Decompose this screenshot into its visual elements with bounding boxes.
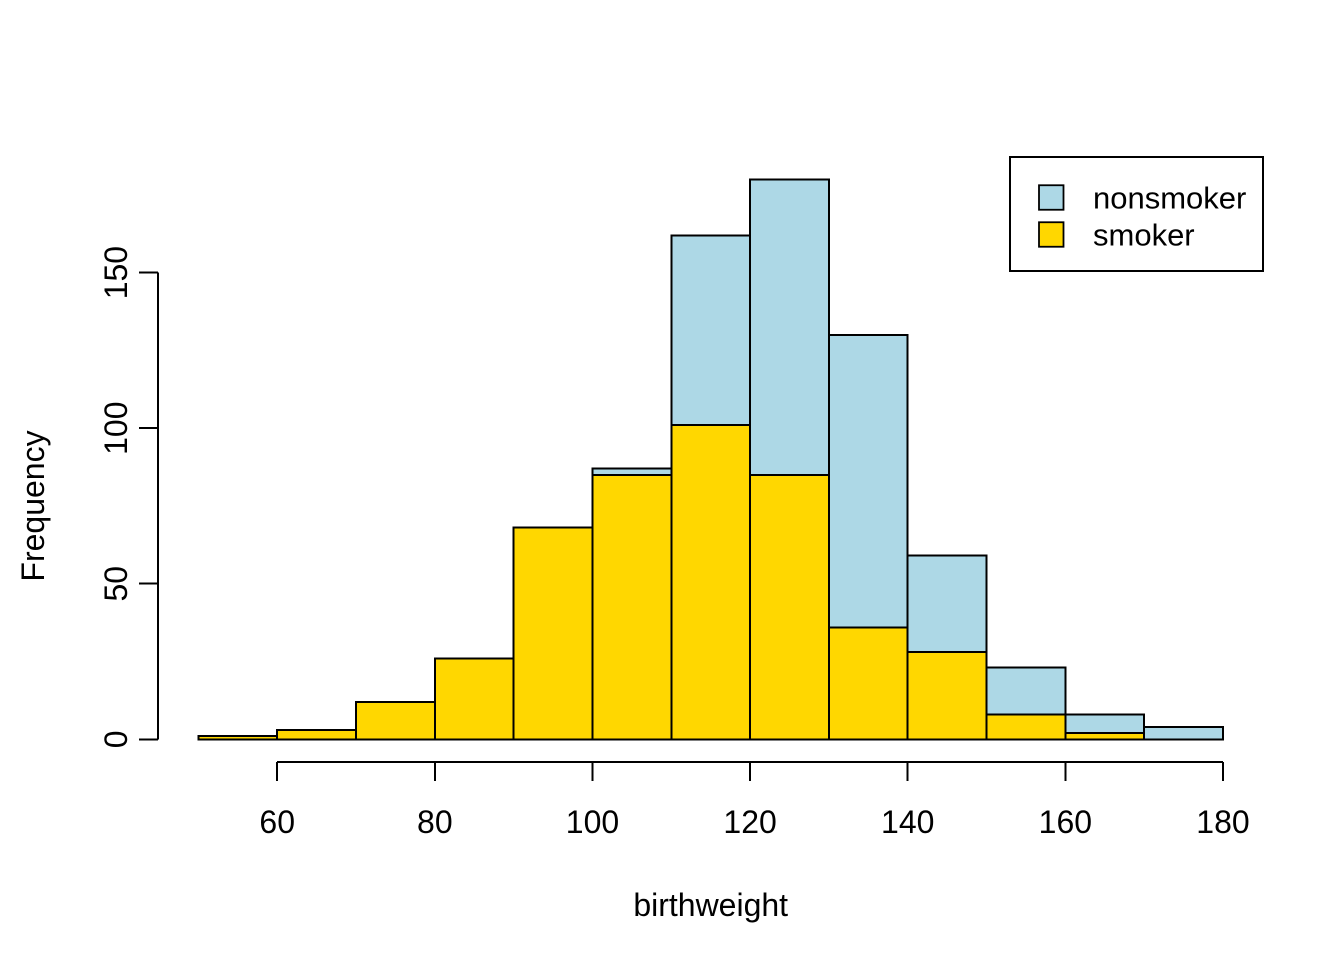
bar-smoker-110-120: [670, 424, 752, 741]
legend-label-smoker: smoker: [1093, 218, 1195, 253]
bar-smoker-120-130: [749, 473, 830, 741]
bar-smoker-90-100: [512, 526, 594, 741]
bar-smoker-130-140: [827, 626, 909, 741]
bar-smoker-70-80: [355, 701, 436, 741]
x-tick-label-60: 60: [259, 804, 295, 840]
y-axis-title: Frequency: [15, 430, 51, 581]
legend-swatch-nonsmoker: [1038, 184, 1065, 211]
bar-smoker-150-160: [985, 713, 1067, 741]
legend-label-nonsmoker: nonsmoker: [1093, 181, 1246, 216]
bar-smoker-140-150: [906, 651, 988, 741]
bar-smoker-50-60: [197, 735, 279, 741]
x-tick-label-80: 80: [417, 804, 453, 840]
x-axis-title: birthweight: [633, 887, 788, 923]
legend-box: [1009, 156, 1264, 272]
y-tick-label-100: 100: [98, 401, 134, 454]
x-tick-label-160: 160: [1039, 804, 1092, 840]
legend-swatch-smoker: [1038, 221, 1065, 248]
bar-smoker-160-170: [1064, 732, 1146, 741]
y-tick-label-0: 0: [98, 730, 134, 748]
bar-smoker-80-90: [433, 657, 515, 741]
bar-smoker-60-70: [276, 729, 358, 741]
y-tick-label-150: 150: [98, 246, 134, 299]
bar-nonsmoker-170-180: [1143, 725, 1224, 741]
x-tick-label-140: 140: [881, 804, 934, 840]
y-tick-label-50: 50: [98, 566, 134, 602]
x-tick-label-100: 100: [566, 804, 619, 840]
x-tick-label-180: 180: [1196, 804, 1249, 840]
bar-smoker-100-110: [591, 473, 673, 741]
x-tick-label-120: 120: [723, 804, 776, 840]
